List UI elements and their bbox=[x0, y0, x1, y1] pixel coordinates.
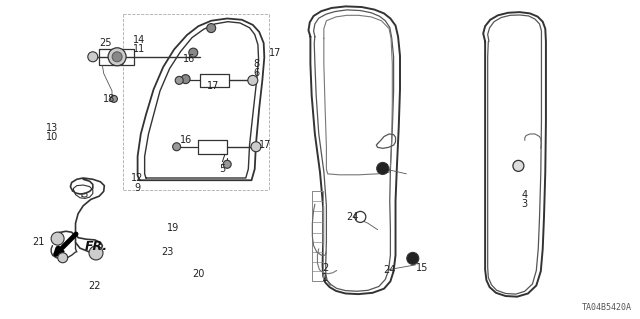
Text: 19: 19 bbox=[166, 223, 179, 233]
Text: 23: 23 bbox=[161, 247, 174, 257]
Text: 9: 9 bbox=[134, 183, 141, 193]
Text: 11: 11 bbox=[132, 44, 145, 55]
Circle shape bbox=[89, 246, 103, 260]
Text: TA04B5420A: TA04B5420A bbox=[582, 303, 632, 312]
Text: 17: 17 bbox=[259, 140, 272, 150]
Circle shape bbox=[58, 253, 68, 263]
Text: 3: 3 bbox=[522, 199, 528, 209]
Circle shape bbox=[189, 48, 198, 57]
Circle shape bbox=[355, 211, 366, 222]
Circle shape bbox=[51, 232, 64, 245]
Text: 2: 2 bbox=[322, 263, 328, 273]
Text: 10: 10 bbox=[46, 132, 59, 142]
Text: 24: 24 bbox=[346, 212, 358, 222]
Text: 16: 16 bbox=[179, 135, 192, 145]
Circle shape bbox=[173, 143, 180, 151]
Circle shape bbox=[513, 160, 524, 171]
Circle shape bbox=[248, 75, 258, 85]
Circle shape bbox=[251, 142, 261, 152]
Circle shape bbox=[175, 76, 183, 85]
Text: 5: 5 bbox=[220, 164, 226, 174]
Text: 17: 17 bbox=[269, 48, 282, 58]
Circle shape bbox=[88, 52, 98, 62]
Text: 16: 16 bbox=[182, 54, 195, 64]
Circle shape bbox=[377, 162, 388, 174]
Circle shape bbox=[112, 52, 122, 62]
Text: 25: 25 bbox=[99, 38, 112, 48]
Text: 8: 8 bbox=[253, 59, 259, 69]
Text: 12: 12 bbox=[131, 173, 144, 183]
Text: 17: 17 bbox=[207, 81, 220, 91]
Text: 18: 18 bbox=[102, 94, 115, 104]
Text: 24: 24 bbox=[383, 264, 396, 275]
Text: 1: 1 bbox=[322, 272, 328, 283]
Circle shape bbox=[111, 95, 117, 102]
Text: 21: 21 bbox=[32, 237, 45, 248]
Circle shape bbox=[407, 252, 419, 264]
Text: FR.: FR. bbox=[85, 240, 108, 253]
Circle shape bbox=[181, 75, 190, 84]
Text: 20: 20 bbox=[192, 269, 205, 279]
Circle shape bbox=[108, 48, 126, 66]
Text: 15: 15 bbox=[416, 263, 429, 273]
Text: 6: 6 bbox=[253, 68, 259, 78]
Circle shape bbox=[223, 160, 231, 168]
Circle shape bbox=[207, 24, 216, 33]
Text: 15: 15 bbox=[378, 164, 390, 174]
Text: 4: 4 bbox=[522, 189, 528, 200]
Text: 7: 7 bbox=[220, 154, 226, 165]
Text: 14: 14 bbox=[132, 35, 145, 45]
Text: 13: 13 bbox=[46, 122, 59, 133]
Text: 22: 22 bbox=[88, 280, 101, 291]
